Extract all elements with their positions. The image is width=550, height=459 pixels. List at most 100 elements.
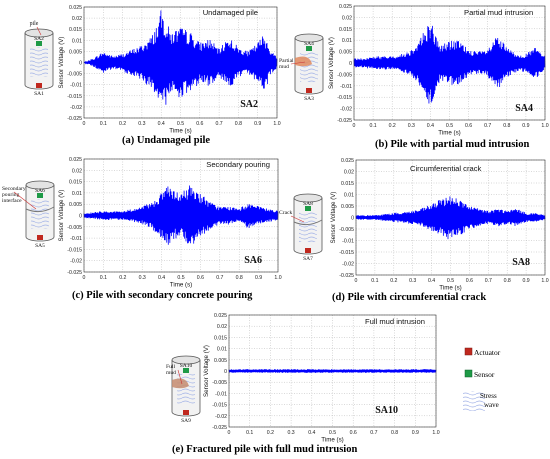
y-tick-label: 0.005 bbox=[69, 49, 82, 55]
sensor-marker bbox=[183, 368, 189, 373]
x-tick-label: 0.9 bbox=[412, 430, 419, 436]
y-tick-label: 0 bbox=[224, 369, 227, 375]
x-tick-label: 0.2 bbox=[119, 121, 126, 127]
x-tick-label: 0.5 bbox=[177, 275, 184, 281]
y-tick-label: 0.02 bbox=[344, 170, 354, 176]
x-tick-label: 0.8 bbox=[504, 278, 511, 284]
actuator-marker bbox=[306, 88, 312, 93]
y-axis-label: Sensor Voltage (V) bbox=[330, 192, 337, 244]
y-tick-label: -0.025 bbox=[67, 116, 82, 122]
y-tick-label: 0.02 bbox=[342, 15, 352, 21]
stress-wave-region bbox=[31, 199, 49, 229]
y-tick-label: 0 bbox=[351, 216, 354, 222]
y-tick-label: 0.025 bbox=[69, 157, 82, 163]
damage-label: Crack bbox=[279, 210, 293, 216]
x-tick-label: 1.0 bbox=[274, 275, 281, 281]
x-axis-label: Time (s) bbox=[169, 128, 191, 135]
x-tick-label: 0.4 bbox=[308, 430, 315, 436]
y-tick-label: 0.01 bbox=[344, 193, 354, 199]
y-tick-label: 0 bbox=[79, 61, 82, 67]
x-tick-label: 0.4 bbox=[158, 275, 165, 281]
stress-wave-legend-swatch bbox=[463, 391, 485, 411]
mud-region bbox=[172, 378, 189, 389]
x-tick-label: 0 bbox=[353, 123, 356, 129]
sensor-id: SA2 bbox=[34, 36, 44, 42]
plot-frame bbox=[353, 5, 546, 121]
caption-b: (b) Pile with partial mud intrusion bbox=[375, 139, 530, 150]
x-tick-label: 0.1 bbox=[246, 430, 253, 436]
x-tick-label: 0.8 bbox=[503, 123, 510, 129]
signal-series bbox=[353, 25, 546, 104]
y-tick-label: -0.015 bbox=[67, 247, 82, 253]
x-tick-label: 0.8 bbox=[236, 275, 243, 281]
y-tick-label: -0.025 bbox=[67, 270, 82, 276]
x-tick-label: 0.1 bbox=[371, 278, 378, 284]
sensor-marker bbox=[37, 193, 43, 198]
x-tick-label: 0.4 bbox=[428, 278, 435, 284]
x-tick-label: 0.7 bbox=[215, 121, 222, 127]
y-tick-label: -0.02 bbox=[215, 414, 227, 420]
actuator-id: SA7 bbox=[303, 256, 313, 262]
x-tick-label: 0.3 bbox=[139, 275, 146, 281]
y-tick-label: 0.01 bbox=[72, 38, 82, 44]
chart-a: 0 0.1 0.2 0.3 0.4 0.5 0.6 0.7 0.8 0.9 1.0 0.025 0.02… bbox=[58, 5, 281, 135]
actuator-legend-label: Actuator bbox=[474, 348, 501, 357]
x-axis-label: Time (s) bbox=[321, 437, 343, 444]
damage-leader bbox=[177, 369, 183, 385]
pile-top bbox=[171, 355, 201, 365]
signal-series bbox=[355, 196, 546, 240]
y-tick-label: -0.01 bbox=[70, 83, 82, 89]
damage-label: Secondary pouring interface bbox=[2, 186, 26, 204]
x-tick-label: 0.7 bbox=[485, 278, 492, 284]
sensor-code-label: SA6 bbox=[244, 255, 262, 266]
pile-diagrams: SA2 SA1 pile SA4 SA3 Partial mud SA6 SA5 Secondar… bbox=[2, 21, 324, 424]
sensor-code-label: SA10 bbox=[375, 405, 398, 416]
x-tick-label: 0.3 bbox=[138, 121, 145, 127]
pile-diagram-c: SA6 SA5 Secondary pouring interface bbox=[2, 180, 55, 249]
sensor-code-label: SA2 bbox=[240, 99, 258, 110]
y-tick-label: 0.015 bbox=[214, 335, 227, 341]
x-tick-label: 0.4 bbox=[427, 123, 434, 129]
x-tick-label: 0.4 bbox=[158, 121, 165, 127]
caption-a: (a) Undamaged pile bbox=[122, 135, 211, 146]
y-tick-label: 0.025 bbox=[339, 4, 352, 10]
y-tick-label: 0.025 bbox=[214, 313, 227, 319]
x-tick-label: 0.6 bbox=[196, 121, 203, 127]
caption-e: (e) Fractured pile with full mud intrusi… bbox=[172, 444, 358, 455]
actuator-marker bbox=[183, 410, 189, 415]
x-tick-label: 0.5 bbox=[446, 123, 453, 129]
y-tick-label: 0.015 bbox=[341, 181, 354, 187]
pile-top bbox=[294, 33, 324, 43]
y-tick-label: 0.015 bbox=[69, 180, 82, 186]
sensor-code-label: SA8 bbox=[512, 257, 530, 268]
sensor-code-label: SA4 bbox=[515, 103, 533, 114]
x-tick-label: 0.6 bbox=[465, 123, 472, 129]
y-tick-label: 0.01 bbox=[72, 191, 82, 197]
y-tick-label: 0.015 bbox=[69, 27, 82, 33]
signal-series bbox=[83, 10, 278, 105]
x-tick-label: 0.3 bbox=[287, 430, 294, 436]
chart-e: 0 0.1 0.2 0.3 0.4 0.5 0.6 0.7 0.8 0.9 1.0 0.025 0.02… bbox=[203, 313, 440, 444]
y-tick-label: 0.015 bbox=[339, 27, 352, 33]
legend: Actuator Sensor Stress wave bbox=[463, 347, 501, 411]
y-tick-label: -0.01 bbox=[342, 239, 354, 245]
y-tick-label: 0.02 bbox=[72, 168, 82, 174]
sensor-marker bbox=[306, 46, 312, 51]
signal-series bbox=[228, 369, 437, 373]
y-tick-label: 0.02 bbox=[72, 16, 82, 22]
x-tick-label: 0.8 bbox=[391, 430, 398, 436]
pile-top bbox=[25, 180, 55, 190]
x-tick-label: 0.5 bbox=[329, 430, 336, 436]
interface-line bbox=[25, 206, 55, 213]
x-tick-label: 0.2 bbox=[119, 275, 126, 281]
actuator-id: SA5 bbox=[35, 243, 45, 249]
y-tick-label: -0.015 bbox=[339, 250, 354, 256]
x-tick-label: 1.0 bbox=[541, 123, 548, 129]
x-axis-label: Time (s) bbox=[170, 282, 192, 289]
x-tick-label: 0.8 bbox=[235, 121, 242, 127]
panel-inset-title: Partial mud intrusion bbox=[464, 8, 533, 17]
caption-c: (c) Pile with secondary concrete pouring bbox=[72, 290, 253, 301]
damage-leader bbox=[290, 215, 305, 223]
y-tick-label: 0 bbox=[349, 61, 352, 67]
y-tick-label: -0.005 bbox=[337, 72, 352, 78]
